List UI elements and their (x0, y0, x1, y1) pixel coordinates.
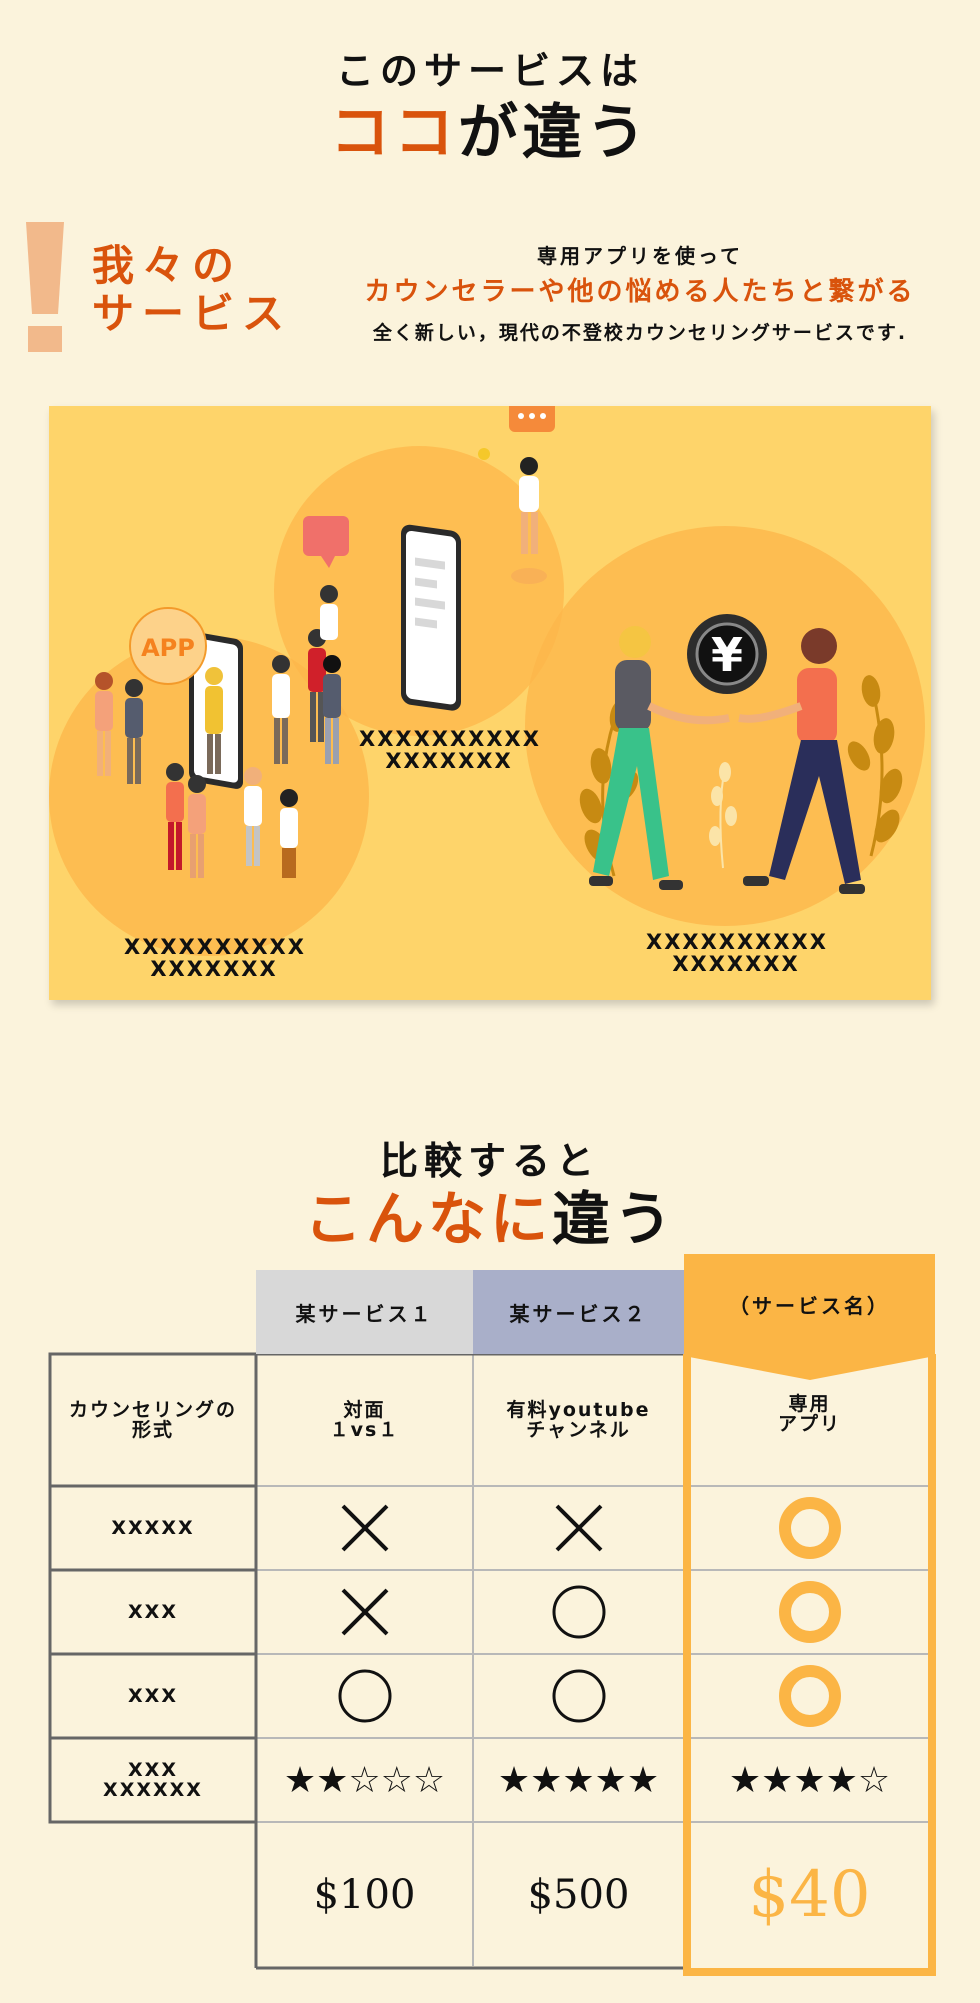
caption-center-line2: XXXXXXX (385, 749, 513, 773)
glow-circle-right (525, 526, 925, 926)
cell-text-line: 対面 (343, 1399, 386, 1421)
table-cell-circle (687, 1654, 932, 1738)
row-label: XXX XXXXXX (50, 1738, 256, 1822)
cross-icon (555, 1504, 602, 1552)
table-cell-cross (256, 1570, 473, 1654)
circle-icon (552, 1585, 605, 1639)
table-cell-circle (473, 1654, 684, 1738)
row-label-line: XXX (128, 1685, 178, 1707)
caption-center-line1: XXXXXXXXXX (359, 727, 541, 751)
cell-text: 専用 アプリ (778, 1394, 841, 1434)
handshake-people-icon (589, 626, 865, 894)
cell-text: 有料youtube チャンネル (506, 1400, 650, 1440)
service-desc-line1: 専用アプリを使って (537, 244, 743, 268)
app-badge-label: APP (141, 634, 195, 662)
speech-bubble-icon (303, 516, 349, 568)
row-label: XXX (50, 1654, 256, 1738)
exclamation-icon (26, 222, 64, 352)
service-description: 専用アプリを使って カウンセラーや他の悩める人たちと繋がる 全く新しい，現代の不… (320, 240, 960, 345)
comparison-title-line2: こんなに違う (0, 1172, 980, 1256)
person-icon (511, 457, 547, 584)
circle-icon (552, 1669, 605, 1723)
caption-left: XXXXXXXXXX XXXXXXX (124, 936, 304, 980)
hero-title-line2: ココが違う (0, 84, 980, 171)
caption-right-line1: XXXXXXXXXX (646, 930, 828, 954)
row-label-line: XXXXXX (103, 1779, 203, 1801)
service-desc-line2: カウンセラーや他の悩める人たちと繋がる (364, 277, 916, 307)
app-badge-icon (129, 607, 207, 685)
star-rating: ★★☆☆☆ (283, 1759, 446, 1801)
hero-rest: が違う (458, 98, 650, 168)
row-label-text: カウンセリングの 形式 (69, 1400, 237, 1440)
people-crowd-icon (95, 585, 341, 878)
circle-icon (338, 1669, 391, 1723)
column-header-our-service: （サービス名） (684, 1254, 935, 1374)
row-label-line: カウンセリングの (68, 1399, 237, 1421)
table-cell-circle (687, 1570, 932, 1654)
small-plant-icon (709, 762, 737, 869)
row-label-text: XXX (128, 1686, 178, 1706)
comparison-rest: 違う (552, 1185, 677, 1253)
table-cell-text: 対面 １vs１ (256, 1354, 473, 1486)
table-cell-circle (256, 1654, 473, 1738)
row-label-text: XXXXX (111, 1518, 194, 1538)
circle-icon (778, 1497, 841, 1559)
table-cell-cross (256, 1486, 473, 1570)
comparison-title-line1: 比較すると (379, 1139, 600, 1183)
star-rating: ★★★★★ (497, 1759, 660, 1801)
caption-right: XXXXXXXXXX XXXXXXX (646, 931, 826, 975)
service-desc-line3: 全く新しい，現代の不登校カウンセリングサービスです. (372, 322, 908, 344)
cell-text-line: アプリ (777, 1413, 841, 1435)
cell-text-line: 専用 (788, 1393, 831, 1415)
row-label-line: XXX (128, 1601, 178, 1623)
table-cell-circle (687, 1486, 932, 1570)
row-label-line: XXX (128, 1759, 178, 1781)
cross-icon (341, 1504, 388, 1552)
center-phone-icon (401, 524, 461, 711)
cross-icon (341, 1588, 388, 1636)
caption-right-line2: XXXXXXX (672, 952, 800, 976)
price-cell: $100 (313, 1872, 416, 1918)
table-cell-text: 専用 アプリ (687, 1348, 932, 1480)
column-header-service1: 某サービス１ (256, 1270, 473, 1354)
row-label-text: XXX XXXXXX (103, 1760, 203, 1800)
row-label: カウンセリングの 形式 (50, 1354, 256, 1486)
service-illustration: APP (49, 406, 925, 956)
caption-center: XXXXXXXXXX XXXXXXX (359, 728, 539, 772)
yen-symbol: ¥ (711, 628, 743, 682)
caption-left-line1: XXXXXXXXXX (124, 935, 306, 959)
service-title-line2: サービス (92, 289, 293, 338)
star-rating: ★★★★☆ (728, 1759, 891, 1801)
cell-text: 対面 １vs１ (330, 1400, 400, 1440)
service-title-line1: 我々の (92, 241, 243, 290)
column-header-our-service-label: （サービス名） (729, 1293, 890, 1318)
cell-text-line: １vs１ (329, 1419, 400, 1441)
price-cell: $500 (527, 1872, 630, 1918)
row-label-text: XXX (128, 1602, 178, 1622)
service-title: 我々の サービス (92, 242, 292, 338)
row-label-line: XXXXX (111, 1517, 195, 1539)
hero-highlight: ココ (330, 98, 458, 168)
row-label: XXXXX (50, 1486, 256, 1570)
hero-title-line1: このサービスは (335, 49, 644, 93)
row-label: XXX (50, 1570, 256, 1654)
caption-left-line2: XXXXXXX (150, 957, 278, 981)
row-label-line: 形式 (131, 1419, 174, 1441)
circle-icon (778, 1581, 841, 1643)
price-cell: $40 (748, 1858, 871, 1932)
cell-text-line: チャンネル (526, 1419, 631, 1441)
table-cell-text: 有料youtube チャンネル (473, 1354, 684, 1486)
chat-bubble-icon (509, 406, 555, 432)
column-header-service2: 某サービス２ (473, 1270, 684, 1354)
emoji-icon (478, 448, 490, 460)
table-cell-cross (473, 1486, 684, 1570)
circle-icon (778, 1665, 841, 1727)
highlight-column-banner (684, 1254, 935, 1380)
cell-text-line: 有料youtube (506, 1399, 651, 1421)
yen-coin-icon: ¥ (687, 614, 767, 694)
service-illustration-panel: APP (49, 406, 931, 1000)
comparison-highlight: こんなに (303, 1185, 552, 1253)
table-cell-circle (473, 1570, 684, 1654)
